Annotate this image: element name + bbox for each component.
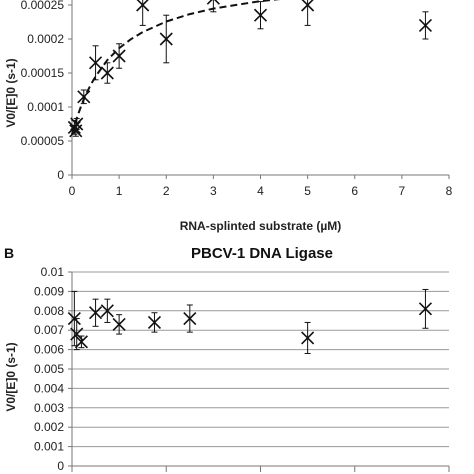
panel-b-letter: B [4,245,14,261]
panel-a-y-axis-label: V0/[E]0 (s-1) [4,58,18,127]
data-point [88,298,103,327]
panel-a-fit-curve [71,0,281,135]
x-marker-stroke [70,117,84,131]
panel-b-title: PBCV-1 DNA Ligase [191,245,333,262]
x-marker-stroke [301,0,314,12]
panel-a-x-tick-labels: 0 1 2 3 4 5 6 7 8 [69,184,453,198]
x-marker-stroke [183,311,197,326]
x-marker-stroke [136,0,149,12]
data-point [206,0,220,13]
x-tick-label: 7 [399,184,406,198]
y-tick-label: 0.002 [34,420,64,434]
x-marker-stroke [214,0,220,5]
x-marker-stroke [147,315,162,330]
y-tick-label: 0.005 [34,362,64,376]
x-tick-label: 6 [351,184,358,198]
x-tick-label: 0 [69,184,76,198]
x-tick-label: 8 [446,184,453,198]
y-tick-label: 0.0002 [27,32,64,46]
x-tick-label: 2 [163,184,170,198]
panel-b-data-points [67,288,433,354]
data-point [418,11,433,40]
data-point [301,0,315,26]
y-tick-label: 0.00005 [21,134,65,148]
x-marker-stroke [112,49,126,63]
panel-a-axes [68,0,450,179]
panel-a-data-points [67,0,433,138]
panel-a-y-tick-labels: 0 0.00005 0.0001 0.00015 0.0002 0.00025 [21,0,65,182]
panel-b: B PBCV-1 DNA Ligase 0 0.001 0.002 0.003 0.00… [4,245,450,473]
x-marker-stroke [301,331,315,345]
y-tick-label: 0.003 [34,401,64,415]
panel-a-x-axis-label: RNA-splinted substrate (µM) [180,219,342,233]
y-tick-label: 0.006 [34,343,64,357]
x-tick-label: 3 [210,184,217,198]
y-tick-label: 0.01 [41,265,65,279]
data-point [301,321,315,354]
data-point [100,62,114,84]
x-marker-stroke [88,306,103,320]
x-tick-label: 4 [257,184,264,198]
x-marker-stroke [112,317,126,331]
panel-b-gridlines [72,271,449,448]
panel-b-y-tick-labels: 0 0.001 0.002 0.003 0.004 0.005 0.006 0.007 0.00… [34,265,64,473]
data-point [112,43,126,69]
x-marker-stroke [418,18,433,32]
x-tick-label: 1 [116,184,123,198]
y-tick-label: 0.009 [34,284,64,298]
x-marker-stroke [100,304,114,318]
x-marker-stroke [74,335,88,349]
y-tick-label: 0.007 [34,323,64,337]
data-point [100,298,114,323]
x-marker-stroke [253,8,268,22]
data-point [183,304,197,333]
x-marker-stroke [159,32,173,46]
x-marker-stroke [77,90,91,104]
y-tick-label: 0.008 [34,304,64,318]
panel-b-axes [68,271,450,472]
panel-b-y-axis-label: V0/[E]0 (s-1) [4,342,18,411]
y-tick-label: 0 [57,168,64,182]
y-tick-label: 0.001 [34,440,64,454]
data-point [147,312,162,333]
data-point [418,288,433,329]
y-tick-label: 0.00025 [21,0,65,12]
fit-curve-path [71,0,281,135]
x-marker-stroke [100,66,114,80]
x-marker-stroke [88,56,103,70]
y-tick-label: 0.0001 [27,100,64,114]
data-point [70,318,84,351]
data-point [159,14,173,64]
panel-a: 0 0.00005 0.0001 0.00015 0.0002 0.00025 0 1 2 3 4… [4,0,453,233]
data-point [253,1,268,30]
x-marker-stroke [70,327,84,341]
x-marker-stroke [206,0,213,5]
y-tick-label: 0.004 [34,381,64,395]
x-tick-label: 5 [304,184,311,198]
data-point [77,89,91,105]
data-point [70,117,84,131]
data-point [112,314,126,335]
x-marker-stroke [418,302,433,316]
data-point [88,45,103,81]
data-point [136,0,150,26]
data-point [74,335,88,349]
y-tick-label: 0.00015 [21,66,65,80]
y-tick-label: 0 [57,459,64,473]
